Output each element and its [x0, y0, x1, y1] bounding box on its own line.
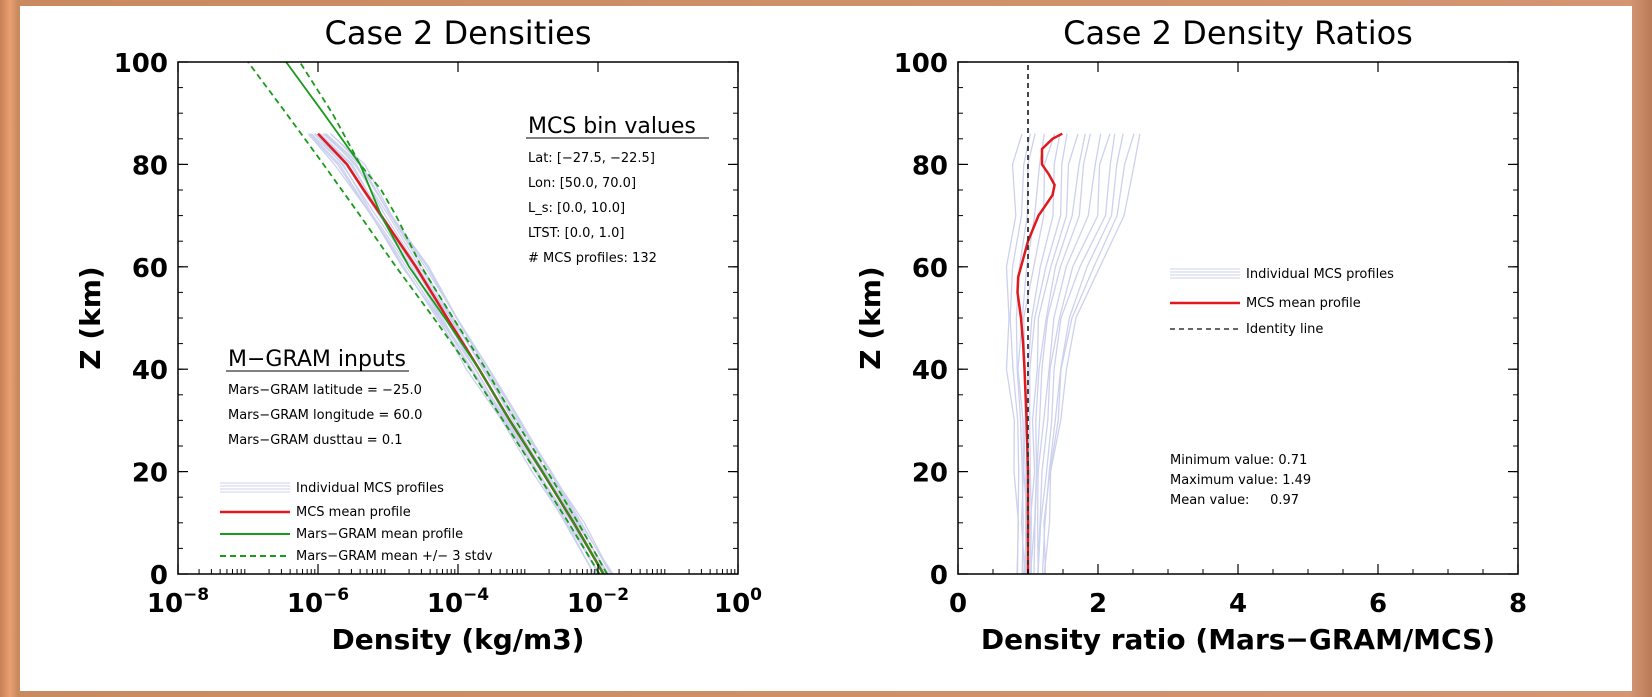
legend-label: Mars−GRAM mean profile [296, 527, 463, 542]
y-tick-label: 60 [912, 254, 948, 284]
y-ticks: 0 20 40 60 80 100 [894, 49, 1518, 591]
stats-annotation: Minimum value: 0.71 Maximum value: 1.49 … [1170, 453, 1311, 508]
annotation-line: Mars−GRAM longitude = 60.0 [228, 408, 422, 423]
y-ticks: 0 20 40 60 80 100 [114, 49, 738, 591]
legend-label: MCS mean profile [1246, 296, 1361, 311]
mcs-profiles-band [307, 133, 614, 575]
x-tick-label: 10−6 [287, 585, 349, 619]
mcs-profile-line [314, 133, 599, 575]
legend: Individual MCS profiles MCS mean profile… [1170, 267, 1394, 337]
x-tick-label: 6 [1369, 589, 1387, 619]
mcs-profile-line [1029, 133, 1086, 575]
legend-label: Individual MCS profiles [1246, 267, 1394, 282]
figure-panel: Case 2 Densities 10−8 10−6 10−4 10−2 100 0 20… [20, 6, 1632, 691]
mcs-profile-line [1029, 133, 1068, 575]
y-axis-label: Z (km) [854, 266, 887, 369]
annotation-line: L_s: [0.0, 10.0] [528, 201, 625, 216]
x-tick-label: 8 [1509, 589, 1527, 619]
annotation-line: Mars−GRAM latitude = −25.0 [228, 383, 422, 398]
stat-mean: Mean value: 0.97 [1170, 493, 1299, 508]
mcs-profile-line [1017, 133, 1046, 575]
legend: Individual MCS profiles MCS mean profile… [220, 481, 493, 564]
legend-label: MCS mean profile [296, 505, 411, 520]
y-tick-label: 40 [132, 356, 168, 386]
legend-swatch-band [220, 482, 290, 493]
chart-title: Case 2 Densities [325, 14, 592, 52]
y-tick-label: 80 [912, 151, 948, 181]
x-axis-label: Density (kg/m3) [332, 623, 585, 656]
mcs-profile-line [1009, 133, 1031, 575]
x-tick-label: 2 [1089, 589, 1107, 619]
mcs-bin-annotation: MCS bin values Lat: [−27.5, −22.5] Lon: … [526, 114, 709, 266]
density-ratios-chart: Case 2 Density Ratios 0 2 4 6 8 0 20 40 60 80 100… [854, 14, 1527, 656]
y-tick-label: 0 [930, 561, 948, 591]
series-mars-gram-mean-3-stdv [247, 61, 601, 575]
y-tick-label: 100 [114, 49, 168, 79]
mcs-profile-line [1043, 133, 1135, 575]
y-tick-label: 60 [132, 254, 168, 284]
mcs-profile-line [1037, 133, 1111, 575]
x-tick-label: 4 [1229, 589, 1247, 619]
y-axis-label: Z (km) [74, 266, 107, 369]
legend-swatch-band [1170, 268, 1240, 279]
y-tick-label: 40 [912, 356, 948, 386]
mcs-profile-line [1005, 133, 1023, 575]
mcs-profile-line [1037, 133, 1116, 575]
annotation-line: Lon: [50.0, 70.0] [528, 176, 636, 191]
legend-label: Mars−GRAM mean +/− 3 stdv [296, 549, 493, 564]
series-lines [247, 61, 608, 575]
annotation-line: LTST: [0.0, 1.0] [528, 226, 624, 241]
annotation-line: Mars−GRAM dusttau = 0.1 [228, 433, 403, 448]
x-ticks: 0 2 4 6 8 [949, 62, 1527, 619]
legend-label: Identity line [1246, 322, 1323, 337]
annotation-line: # MCS profiles: 132 [528, 251, 657, 266]
densities-chart: Case 2 Densities 10−8 10−6 10−4 10−2 100 020… [74, 14, 762, 656]
mcs-profile-line [1033, 133, 1092, 575]
x-tick-label: 10−2 [567, 585, 629, 619]
x-axis-label: Density ratio (Mars−GRAM/MCS) [981, 623, 1495, 656]
mcs-profile-line [1041, 133, 1124, 575]
mcs-profile-line [1043, 133, 1141, 575]
mgram-annotation: M−GRAM inputs Mars−GRAM latitude = −25.0… [226, 347, 422, 448]
mcs-profile-line [309, 133, 595, 575]
y-tick-label: 20 [132, 459, 168, 489]
x-tick-label: 0 [949, 589, 967, 619]
stat-min: Minimum value: 0.71 [1170, 453, 1307, 468]
y-tick-label: 0 [150, 561, 168, 591]
mcs-profile-line [1029, 133, 1079, 575]
y-tick-label: 100 [894, 49, 948, 79]
chart-title: Case 2 Density Ratios [1063, 14, 1413, 52]
y-tick-label: 20 [912, 459, 948, 489]
annotation-heading: M−GRAM inputs [228, 347, 406, 372]
figure-canvas: Case 2 Densities 10−8 10−6 10−4 10−2 100 020… [74, 14, 1527, 656]
series-mars-gram-mean-profile [285, 61, 605, 575]
series-mcs-mean-profile [1016, 132, 1063, 574]
mcs-profile-line [329, 133, 612, 575]
x-ticks: 10−8 10−6 10−4 10−2 100 [147, 62, 762, 619]
mcs-profiles-band [1005, 133, 1141, 575]
x-tick-label: 100 [714, 585, 762, 619]
mcs-profile-line [330, 133, 614, 575]
mcs-profile-line [1036, 133, 1102, 575]
annotation-line: Lat: [−27.5, −22.5] [528, 151, 655, 166]
annotation-heading: MCS bin values [528, 114, 696, 139]
x-tick-label: 10−4 [427, 585, 489, 619]
series-lines [1016, 62, 1063, 574]
legend-label: Individual MCS profiles [296, 481, 444, 496]
y-tick-label: 80 [132, 151, 168, 181]
stat-max: Maximum value: 1.49 [1170, 473, 1311, 488]
